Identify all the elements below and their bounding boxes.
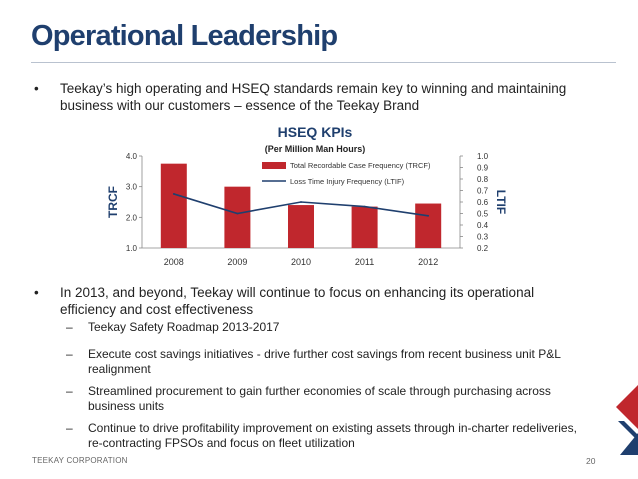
legend-label-ltif: Loss Time Injury Frequency (LTIF) <box>290 177 405 186</box>
point-ltif <box>300 201 302 203</box>
y2-tick-label: 0.5 <box>477 210 489 219</box>
bullet-1-line-1: Teekay’s high operating and HSEQ standar… <box>60 81 567 96</box>
sub-bullet-symbol: – <box>66 347 73 361</box>
y-axis-title: TRCF <box>106 186 120 218</box>
sub-bullet-4-line-2: re-contracting FPSOs and focus on fleet … <box>88 436 355 450</box>
x-tick-label: 2008 <box>164 257 184 267</box>
x-tick-label: 2011 <box>355 257 374 267</box>
x-tick-label: 2010 <box>291 257 311 267</box>
y2-tick-label: 0.4 <box>477 221 489 230</box>
sub-bullet-symbol: – <box>66 320 73 334</box>
point-ltif <box>236 212 239 215</box>
legend-box <box>256 157 456 188</box>
chart-title: HSEQ KPIs <box>278 124 353 140</box>
y-tick-label: 3.0 <box>126 183 138 192</box>
point-ltif <box>427 214 430 217</box>
bar-trcf <box>224 186 251 248</box>
y2-axis-title: LTIF <box>494 190 508 214</box>
legend-swatch-trcf <box>262 162 286 169</box>
bullet-2-line-1: In 2013, and beyond, Teekay will continu… <box>60 285 535 300</box>
y-tick-label: 1.0 <box>126 244 138 253</box>
sub-bullet-symbol: – <box>66 384 73 398</box>
bar-trcf <box>160 163 187 248</box>
bar-trcf <box>415 203 442 248</box>
x-tick-label: 2012 <box>418 257 438 267</box>
sub-bullet-2-line-2: realignment <box>88 362 151 376</box>
y2-tick-label: 0.9 <box>477 164 489 173</box>
y2-tick-label: 0.6 <box>477 198 489 207</box>
y2-tick-label: 0.2 <box>477 244 489 253</box>
sub-bullet-3-line-2: business units <box>88 399 165 413</box>
chart-subtitle: (Per Million Man Hours) <box>265 144 366 154</box>
bullet-symbol: • <box>34 81 39 96</box>
y-tick-label: 4.0 <box>126 152 138 161</box>
y2-tick-label: 0.7 <box>477 187 489 196</box>
bullet-2-line-2: efficiency and cost effectiveness <box>60 302 254 317</box>
point-ltif <box>363 205 366 208</box>
page-title: Operational Leadership <box>31 20 338 52</box>
title-divider <box>31 62 616 63</box>
sub-bullet-2-line-1: Execute cost savings initiatives - drive… <box>88 347 561 361</box>
y2-tick-label: 0.8 <box>477 175 489 184</box>
bar-trcf <box>288 205 314 248</box>
legend-label-trcf: Total Recordable Case Frequency (TRCF) <box>290 161 431 170</box>
bullet-symbol: • <box>34 285 39 300</box>
teekay-brand-mark-icon <box>616 385 638 455</box>
footer-company: TEEKAY CORPORATION <box>32 456 128 465</box>
y2-tick-label: 1.0 <box>477 152 489 161</box>
bullet-1-line-2: business with our customers – essence of… <box>60 98 420 113</box>
x-tick-label: 2009 <box>227 257 247 267</box>
y-tick-label: 2.0 <box>126 213 138 222</box>
sub-bullet-3-line-1: Streamlined procurement to gain further … <box>88 384 551 398</box>
sub-bullet-1-line-1: Teekay Safety Roadmap 2013-2017 <box>88 320 280 334</box>
point-ltif <box>172 193 175 195</box>
line-ltif <box>173 193 429 217</box>
bar-trcf <box>351 206 378 248</box>
sub-bullet-symbol: – <box>66 421 73 435</box>
y2-tick-label: 0.3 <box>477 233 489 242</box>
sub-bullet-4-line-1: Continue to drive profitability improvem… <box>88 421 577 435</box>
footer-page-number: 20 <box>586 456 596 466</box>
